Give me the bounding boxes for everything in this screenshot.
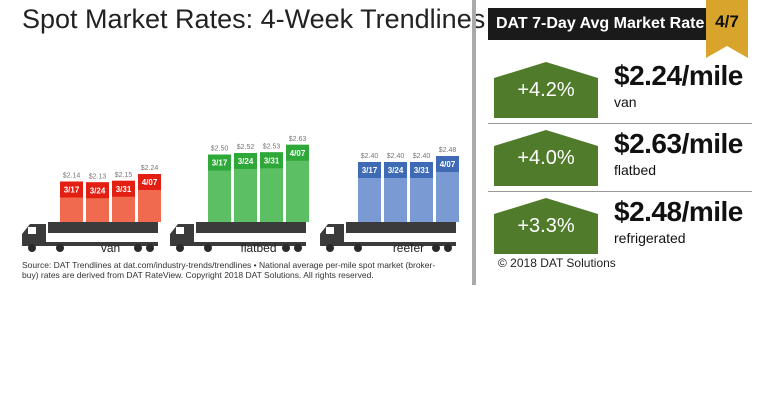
panel-date: 4/7 <box>715 12 739 31</box>
flatbed-bar <box>286 144 309 222</box>
truck-flatbed-wheel <box>282 244 290 252</box>
copyright-text: © 2018 DAT Solutions <box>498 256 616 270</box>
truck-reefer-cab-window <box>326 227 334 234</box>
flatbed-bar <box>208 154 231 222</box>
flatbed-date-label: 3/24 <box>238 157 254 166</box>
reefer-date-label-bg <box>384 162 407 178</box>
rate-change: +3.3% <box>517 215 575 237</box>
date-ribbon-shape <box>706 0 748 58</box>
chart-canvas: 3/17 $2.14 3/24 $2.13 3/31 $2.15 4/07 $2.24 van 3… <box>22 136 459 255</box>
rate-row-reefer: +3.3% $2.48/mile refrigerated <box>482 196 754 258</box>
reefer-date-label-bg <box>410 162 433 178</box>
flatbed-value-label: $2.53 <box>263 143 281 150</box>
trendline-chart-panel: 3/17 $2.14 3/24 $2.13 3/31 $2.15 4/07 $2.24 van 3… <box>0 0 485 290</box>
flatbed-value-label: $2.63 <box>289 136 307 143</box>
reefer-bar <box>436 156 459 222</box>
truck-van-wheel <box>28 244 36 252</box>
van-value-label: $2.24 <box>141 165 159 172</box>
reefer-value-label: $2.40 <box>387 153 405 160</box>
truck-reefer-wheel <box>354 244 362 252</box>
van-date-label-bg <box>138 174 161 190</box>
flatbed-date-label-bg <box>234 153 257 169</box>
rate-value: $2.48/mile <box>614 196 743 227</box>
van-value-label: $2.13 <box>89 173 107 180</box>
up-arrow-icon <box>494 130 598 186</box>
reefer-date-label: 3/31 <box>414 166 430 175</box>
reefer-date-label-bg <box>358 162 381 178</box>
row-divider <box>488 191 752 192</box>
flatbed-category-label: flatbed <box>240 241 276 255</box>
reefer-date-label: 3/24 <box>388 166 404 175</box>
truck-reefer-wheel <box>432 244 440 252</box>
truck-van-cab-window <box>28 227 36 234</box>
truck-flatbed-chassis <box>170 242 306 246</box>
truck-reefer-chassis <box>320 242 456 246</box>
truck-flatbed-wheel <box>294 244 302 252</box>
up-arrow-icon <box>494 62 598 118</box>
rate-row-flatbed: +4.0% $2.63/mile flatbed <box>482 128 754 190</box>
equipment-label: flatbed <box>614 162 657 178</box>
equipment-label: refrigerated <box>614 230 686 246</box>
date-badge: 4/7 <box>706 0 748 60</box>
reefer-date-label: 4/07 <box>440 160 456 169</box>
reefer-date-label: 3/17 <box>362 166 378 175</box>
truck-van-trailer-deck <box>48 222 158 233</box>
reefer-category-label: reefer <box>393 241 424 255</box>
rate-change: +4.2% <box>517 79 575 101</box>
reefer-value-label: $2.40 <box>413 153 431 160</box>
truck-flatbed-wheel <box>176 244 184 252</box>
flatbed-value-label: $2.50 <box>211 146 229 153</box>
reefer-value-label: $2.48 <box>439 147 457 154</box>
truck-reefer-trailer-deck <box>346 222 456 233</box>
truck-flatbed-wheel <box>204 244 212 252</box>
truck-flatbed-trailer-deck <box>196 222 306 233</box>
van-date-label: 3/31 <box>116 185 132 194</box>
up-arrow-icon <box>494 198 598 254</box>
flatbed-date-label-bg <box>286 144 309 161</box>
van-date-label: 3/17 <box>64 186 80 195</box>
truck-van-wheel <box>146 244 154 252</box>
equipment-label: van <box>614 94 637 110</box>
flatbed-value-label: $2.52 <box>237 144 255 151</box>
reefer-value-label: $2.40 <box>361 153 379 160</box>
truck-van-chassis <box>22 242 158 246</box>
flatbed-bar <box>260 152 283 222</box>
reefer-date-label-bg <box>436 156 459 172</box>
panel-divider <box>472 0 476 285</box>
flatbed-date-label: 3/31 <box>264 156 280 165</box>
truck-flatbed-cab-window <box>176 227 184 234</box>
van-value-label: $2.15 <box>115 172 133 179</box>
van-date-label: 4/07 <box>142 178 158 187</box>
date-ribbon-icon <box>706 0 748 58</box>
flatbed-date-label: 4/07 <box>290 149 306 158</box>
market-rate-panel: DAT 7-Day Avg Market Rate 4/7 +4.2% $2.2… <box>482 0 770 290</box>
row-divider <box>488 123 752 124</box>
truck-van-wheel <box>134 244 142 252</box>
van-value-label: $2.14 <box>63 173 81 180</box>
rate-value: $2.24/mile <box>614 60 743 91</box>
van-date-label-bg <box>112 180 135 197</box>
truck-reefer-wheel <box>326 244 334 252</box>
chart-title: Spot Market Rates: 4-Week Trendlines <box>22 4 486 34</box>
flatbed-date-label-bg <box>260 152 283 169</box>
truck-reefer-wheel <box>444 244 452 252</box>
van-date-label-bg <box>86 182 109 199</box>
rate-value: $2.63/mile <box>614 128 743 159</box>
van-category-label: van <box>101 241 120 255</box>
truck-van-wheel <box>56 244 64 252</box>
rate-row-van: +4.2% $2.24/mile van <box>482 60 754 122</box>
flatbed-bar <box>234 153 257 222</box>
rate-change: +4.0% <box>517 147 575 169</box>
source-note: Source: DAT Trendlines at dat.com/indust… <box>22 260 436 280</box>
van-date-label: 3/24 <box>90 186 106 195</box>
van-date-label-bg <box>60 181 83 198</box>
flatbed-date-label: 3/17 <box>212 159 228 168</box>
flatbed-date-label-bg <box>208 154 231 171</box>
panel-header: DAT 7-Day Avg Market Rate <box>488 8 746 40</box>
